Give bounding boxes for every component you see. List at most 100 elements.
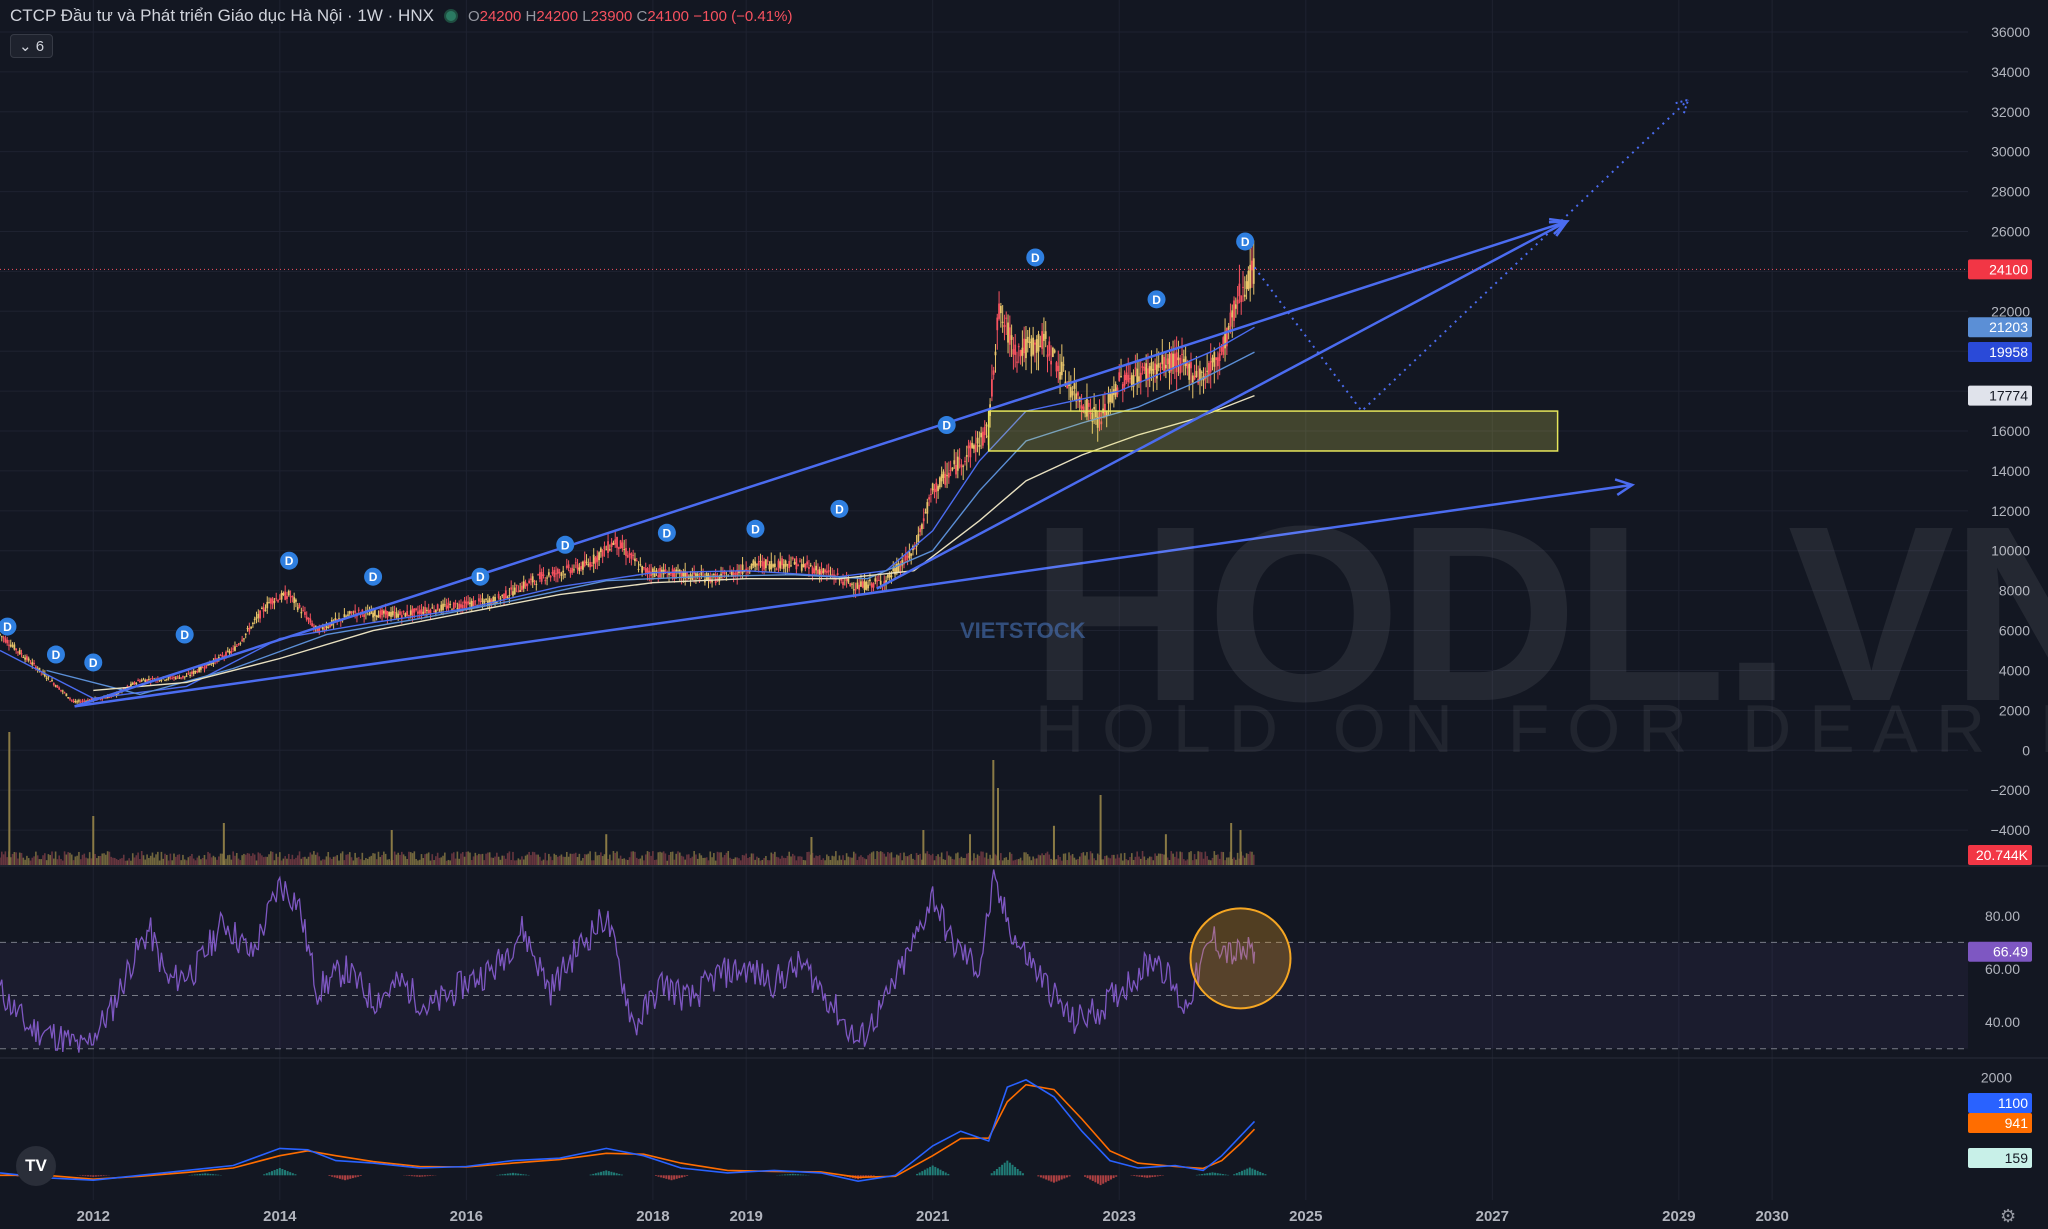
volume-bar: [309, 852, 312, 865]
candle-body: [917, 534, 920, 543]
symbol-title[interactable]: CTCP Đầu tư và Phát triển Giáo dục Hà Nộ…: [10, 6, 434, 25]
volume-bar: [623, 858, 625, 865]
candle-body: [1173, 353, 1176, 367]
volume-bar: [693, 851, 695, 865]
indicator-toggle-button[interactable]: ⌄ 6: [10, 34, 54, 58]
candle-body: [237, 644, 240, 646]
macd-line: [0, 1078, 1256, 1183]
volume-bar: [76, 855, 78, 865]
candle-body: [262, 607, 265, 612]
price-axis-tick-label: 2000: [1999, 702, 2030, 718]
candle-body: [219, 654, 222, 656]
candle-body: [519, 590, 522, 592]
candle-body: [151, 677, 154, 679]
candle-body: [630, 553, 633, 559]
price-axis-tick-label: 16000: [1991, 423, 2030, 439]
candle-body: [797, 565, 800, 567]
volume-bar: [930, 855, 932, 865]
volume-bar: [1005, 857, 1008, 865]
volume-bar: [881, 852, 884, 865]
volume-bar: [940, 852, 943, 865]
tradingview-logo-icon[interactable]: TV: [16, 1146, 56, 1186]
macd-histogram-bar: [426, 1175, 429, 1177]
volume-bar: [264, 856, 267, 865]
settings-gear-icon[interactable]: ⚙: [2000, 1206, 2017, 1226]
volume-bar: [1251, 851, 1253, 865]
candle-body: [856, 582, 859, 589]
volume-bar: [248, 853, 251, 865]
macd-histogram-bar: [662, 1175, 665, 1179]
volume-bar: [253, 854, 256, 865]
candle-body: [1242, 286, 1244, 288]
candle-body: [1199, 368, 1201, 380]
volume-bar: [718, 852, 721, 865]
candle-body: [1028, 341, 1031, 343]
volume-bar: [124, 860, 127, 865]
macd-histogram-bar: [281, 1169, 284, 1176]
macd-histogram-bar: [607, 1171, 610, 1176]
macd-histogram-bar: [517, 1173, 520, 1176]
candle-body: [1166, 358, 1169, 365]
candle-body: [460, 604, 462, 608]
candle-body: [1064, 381, 1067, 385]
volume-bar: [903, 852, 905, 865]
volume-bar: [1175, 851, 1178, 865]
macd-histogram-bar: [410, 1175, 413, 1177]
candle-body: [13, 644, 16, 650]
volume-bar: [1249, 851, 1251, 865]
candle-body: [625, 547, 627, 556]
candle-body: [955, 464, 957, 475]
candle-body: [1147, 368, 1149, 381]
candle-body: [244, 633, 247, 635]
rsi-value-tag: 66.49: [1993, 944, 2028, 960]
volume-bar: [969, 834, 972, 865]
volume-bar: [402, 854, 405, 865]
volume-bar: [222, 823, 225, 865]
candle-body: [402, 610, 405, 612]
volume-bar: [29, 860, 32, 865]
volume-bar: [148, 857, 150, 865]
volume-bar: [257, 852, 260, 865]
candle-body: [1007, 322, 1009, 343]
volume-bar: [275, 853, 278, 865]
volume-bar: [153, 857, 156, 865]
candle-body: [858, 584, 861, 590]
volume-bar: [639, 858, 642, 865]
candle-body: [232, 648, 235, 650]
volume-bar: [962, 858, 964, 865]
volume-bar: [510, 860, 512, 865]
volume-bar: [965, 853, 968, 865]
candle-body: [1245, 281, 1248, 289]
candle-body: [11, 645, 14, 647]
volume-bar: [1245, 853, 1248, 865]
volume-bar: [506, 853, 509, 865]
candle-body: [781, 558, 783, 566]
volume-bar: [973, 853, 975, 865]
candle-body: [964, 460, 966, 462]
volume-bar: [1202, 858, 1205, 865]
macd-histogram-bar: [794, 1174, 797, 1176]
candle-body: [63, 692, 66, 694]
candle-body: [759, 560, 762, 562]
volume-bar: [797, 856, 799, 865]
dividend-marker-label: D: [476, 570, 485, 584]
volume-bar: [1230, 823, 1233, 865]
candle-body: [994, 351, 997, 356]
volume-bar: [490, 857, 493, 865]
candle-body: [949, 469, 952, 471]
volume-bar: [668, 854, 670, 865]
candle-body: [775, 568, 778, 570]
dividend-marker-label: D: [285, 554, 294, 568]
volume-bar: [22, 857, 25, 865]
volume-bar: [865, 859, 868, 865]
candle-body: [515, 584, 518, 586]
volume-bar: [765, 856, 767, 865]
volume-bar: [1186, 859, 1189, 865]
volume-bar: [901, 860, 904, 865]
candle-body: [795, 558, 798, 570]
volume-bar: [723, 855, 726, 865]
macd-histogram-bar: [1065, 1175, 1068, 1178]
macd-histogram-bar: [1083, 1175, 1086, 1177]
brand-watermark: HODL.VN: [1030, 474, 2048, 753]
